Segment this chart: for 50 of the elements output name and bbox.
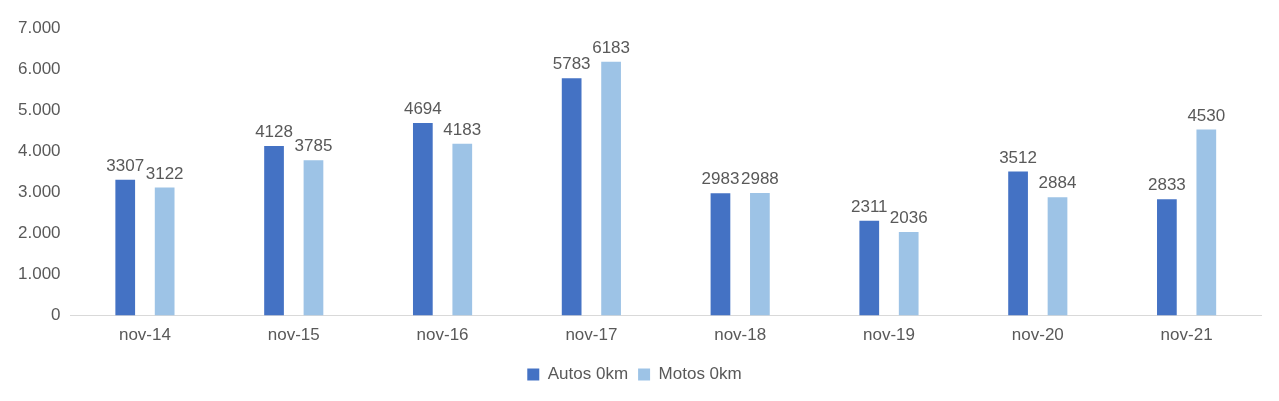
x-tick-label: nov-18: [714, 325, 767, 345]
data-label: 3512: [999, 147, 1037, 167]
x-tick-label: nov-14: [118, 325, 171, 345]
data-label: 5783: [552, 54, 591, 74]
bar: [561, 78, 582, 316]
data-label: 4183: [443, 120, 482, 140]
bar: [154, 187, 175, 316]
data-label: 2833: [1147, 175, 1186, 195]
bar: [859, 220, 880, 316]
x-tick-label: nov-21: [1160, 325, 1213, 345]
bar: [115, 179, 136, 316]
bar: [750, 192, 770, 316]
data-label: 4128: [255, 122, 293, 142]
data-label: 2988: [740, 169, 779, 189]
data-label: 3122: [145, 163, 184, 183]
data-label: 3307: [106, 156, 145, 176]
bar: [1047, 197, 1068, 316]
x-tick-label: nov-16: [416, 325, 469, 345]
x-tick-label: nov-20: [1011, 325, 1064, 345]
data-label: 3785: [294, 136, 333, 156]
bar: [898, 232, 919, 316]
data-label: 2983: [701, 169, 740, 189]
bar: [1196, 129, 1217, 316]
data-label: 4694: [403, 99, 442, 119]
y-tick-label: 6.000: [17, 58, 61, 78]
y-tick-label: 1.000: [17, 264, 61, 284]
legend-label: Autos 0km: [547, 364, 629, 384]
data-label: 2036: [889, 208, 928, 228]
data-label: 4530: [1187, 105, 1226, 125]
y-tick-label: 5.000: [17, 100, 61, 119]
bar: [452, 143, 473, 316]
bar: [1008, 171, 1028, 316]
bar: [710, 193, 731, 316]
y-tick-label: 7.000: [17, 17, 61, 37]
y-tick-label: 3.000: [17, 182, 61, 202]
x-tick-label: nov-17: [565, 325, 618, 345]
data-label: 2884: [1038, 173, 1077, 193]
bar: [1157, 199, 1177, 316]
y-tick-label: 0: [51, 305, 61, 325]
y-tick-label: 2.000: [17, 223, 61, 243]
x-tick-label: nov-15: [267, 325, 320, 345]
x-tick-label: nov-19: [862, 325, 915, 345]
bar: [303, 160, 324, 316]
data-label: 6183: [592, 37, 630, 57]
bar: [412, 122, 433, 316]
y-tick-label: 4.000: [17, 141, 61, 161]
bar: [264, 146, 284, 316]
data-label: 2311: [850, 196, 888, 216]
bar: [601, 61, 621, 316]
legend-label: Motos 0km: [658, 364, 742, 384]
